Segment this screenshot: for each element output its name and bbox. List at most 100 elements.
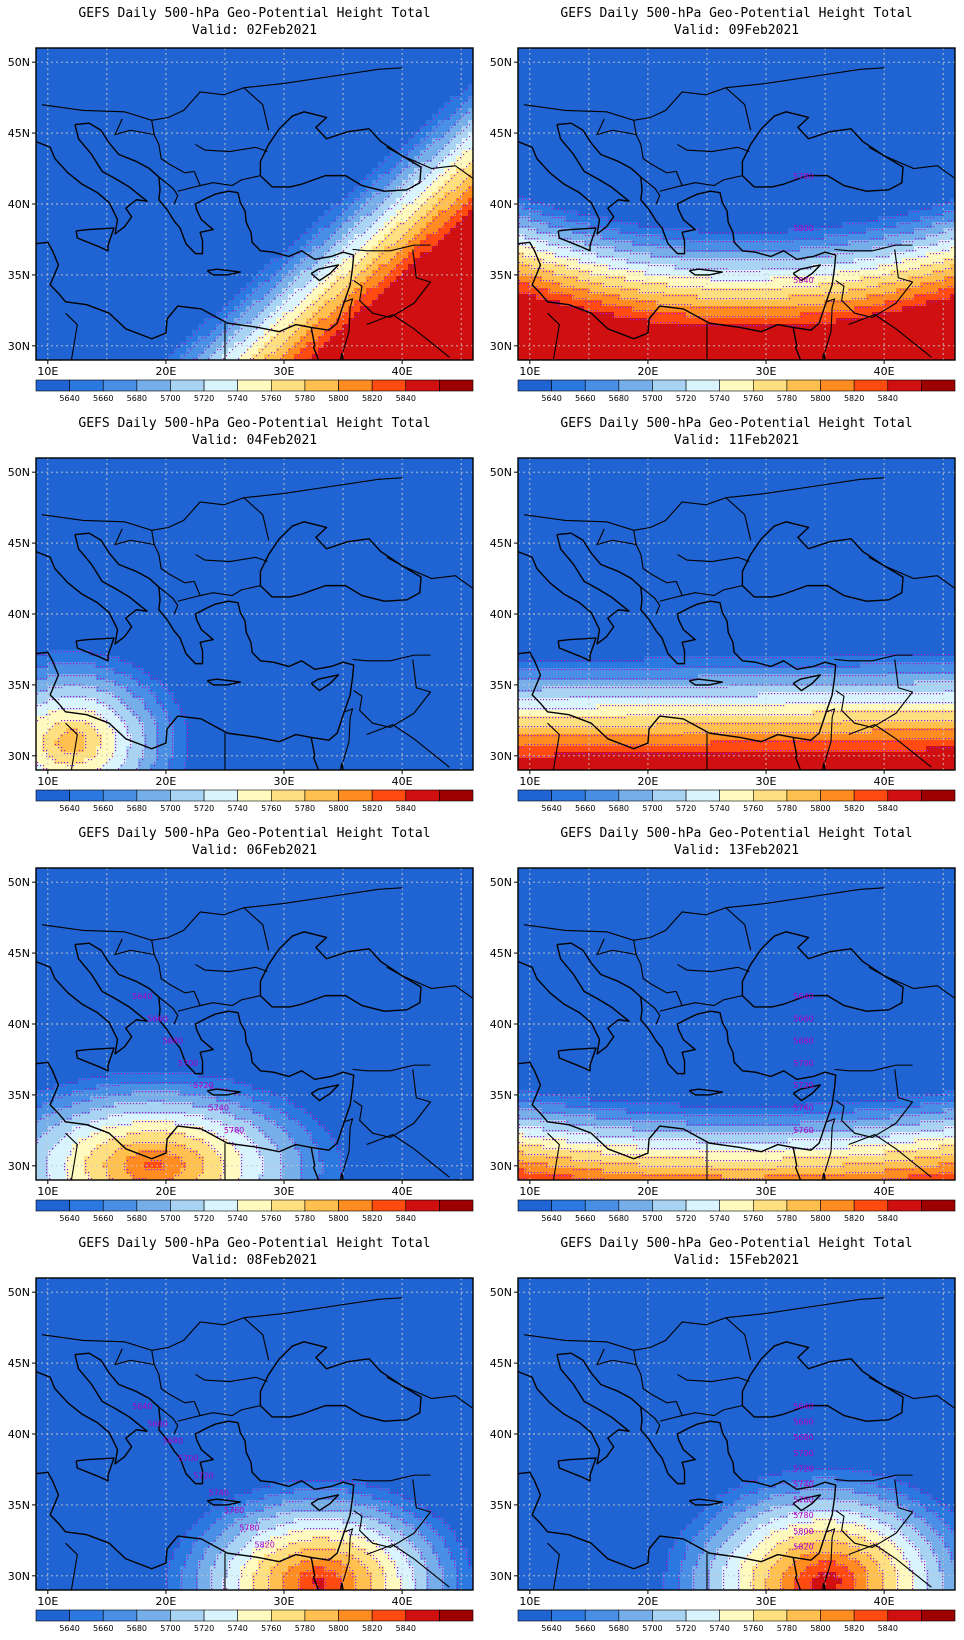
- height-field: [36, 48, 473, 360]
- colorbar-label: 5680: [127, 394, 147, 403]
- longitude-label: 30E: [274, 1185, 295, 1198]
- contour-label: 5760: [793, 1496, 813, 1505]
- colorbar-swatch: [35, 1199, 70, 1212]
- contour-label: 5780: [224, 1126, 244, 1135]
- colorbar-swatch: [551, 1609, 586, 1622]
- latitude-label: 35N: [8, 1089, 30, 1102]
- colorbar-swatch: [304, 379, 339, 392]
- colorbar-label: 5840: [396, 394, 416, 403]
- colorbar-swatch: [753, 1199, 788, 1212]
- colorbar-swatch: [685, 1609, 720, 1622]
- colorbar-label: 5740: [228, 1624, 248, 1633]
- colorbar-swatch: [304, 789, 339, 802]
- latitude-label: 40N: [490, 198, 512, 211]
- colorbar-label: 5780: [295, 394, 315, 403]
- colorbar-label: 5820: [844, 804, 864, 813]
- colorbar-swatch: [921, 789, 956, 802]
- longitude-label: 20E: [637, 775, 658, 788]
- colorbar-swatch: [584, 1199, 620, 1212]
- panel-valid-date: Valid: 11Feb2021: [674, 433, 799, 448]
- colorbar-label: 5720: [676, 804, 696, 813]
- country-borders: [41, 887, 473, 1180]
- colorbar-label: 5840: [396, 1624, 416, 1633]
- country-borders: [523, 477, 955, 770]
- longitude-label: 20E: [155, 365, 176, 378]
- colorbar-swatch: [719, 789, 754, 802]
- colorbar-swatch: [170, 1609, 205, 1622]
- latitude-label: 30N: [490, 750, 512, 763]
- height-field: 5780 5800 5840: [518, 48, 955, 360]
- colorbar-swatch: [753, 1609, 788, 1622]
- panel-valid-date: Valid: 15Feb2021: [674, 1253, 799, 1268]
- colorbar-label: 5660: [575, 1624, 595, 1633]
- colorbar-label: 5680: [609, 1624, 629, 1633]
- contour-label: 5740: [209, 1103, 229, 1112]
- colorbar-swatch: [820, 379, 855, 392]
- contour-label-group: 5640 5660 5680 5700 5720 5740 5760 5780 5800 5820: [793, 1402, 813, 1551]
- latitude-label: 45N: [8, 1357, 30, 1370]
- colorbar-swatch: [102, 379, 138, 392]
- colorbar-swatch: [69, 1199, 104, 1212]
- colorbar-swatch: [887, 1609, 922, 1622]
- contour-label: 5660: [147, 1419, 167, 1428]
- map-panel: GEFS Daily 500-hPa Geo-Potential Height …: [490, 6, 956, 403]
- latitude-label: 50N: [8, 876, 30, 889]
- longitude-label: 20E: [637, 365, 658, 378]
- coastlines: [518, 521, 904, 770]
- contour-label: 5720: [193, 1081, 213, 1090]
- colorbar-swatch: [371, 1609, 407, 1622]
- graticule: [518, 48, 955, 360]
- graticule: [36, 48, 473, 360]
- longitude-label: 40E: [874, 1185, 895, 1198]
- colorbar-label: 5760: [261, 1624, 281, 1633]
- colorbar-label: 5760: [261, 1214, 281, 1223]
- colorbar-swatch: [652, 379, 687, 392]
- colorbar-swatch: [685, 789, 720, 802]
- colorbar: 5640 5660 5680 5700 5720 5740 5760 5780 5800 5820…: [517, 1199, 956, 1223]
- contour-label: 5780: [793, 1511, 813, 1520]
- colorbar-swatch: [203, 1609, 238, 1622]
- colorbar-swatch: [517, 379, 552, 392]
- panel-valid-date: Valid: 02Feb2021: [192, 23, 317, 38]
- colorbar-swatch: [551, 789, 586, 802]
- colorbar-label: 5760: [261, 394, 281, 403]
- colorbar-swatch: [237, 789, 272, 802]
- latitude-label: 50N: [490, 876, 512, 889]
- contour-label: 5660: [793, 1014, 813, 1023]
- colorbar-swatch: [439, 1199, 474, 1212]
- colorbar-swatch: [35, 789, 70, 802]
- colorbar-swatch: [237, 1609, 272, 1622]
- colorbar-swatch: [652, 789, 687, 802]
- contour-label: 5840: [793, 276, 813, 285]
- colorbar-label: 5760: [743, 394, 763, 403]
- height-field: 5640 5660 5680 5700 5720 5740 5760: [518, 868, 955, 1180]
- colorbar-swatch: [102, 789, 138, 802]
- height-field: 5640 5660 5680 5700 5720 5740 5780: [36, 868, 473, 1180]
- contour-label: 5640: [793, 992, 813, 1001]
- colorbar-swatch: [786, 789, 821, 802]
- colorbar-label: 5820: [844, 1624, 864, 1633]
- panel-title: GEFS Daily 500-hPa Geo-Potential Height …: [560, 1236, 912, 1251]
- colorbar-swatch: [685, 379, 720, 392]
- colorbar-swatch: [170, 789, 205, 802]
- colorbar-label: 5780: [777, 804, 797, 813]
- colorbar-swatch: [338, 1199, 373, 1212]
- colorbar-label: 5840: [396, 804, 416, 813]
- contour-lines: [37, 1073, 342, 1180]
- longitude-label: 30E: [756, 1595, 777, 1608]
- contour-label-group: 5780 5800 5840: [793, 172, 813, 285]
- colorbar: 5640 5660 5680 5700 5720 5740 5760 5780 5800 5820…: [517, 1609, 956, 1633]
- contour-label: 5760: [793, 1126, 813, 1135]
- longitude-label: 20E: [155, 1595, 176, 1608]
- latitude-label: 45N: [8, 537, 30, 550]
- colorbar-swatch: [786, 1609, 821, 1622]
- longitude-label: 10E: [519, 775, 540, 788]
- panel-valid-date: Valid: 13Feb2021: [674, 843, 799, 858]
- contour-label-group: 5640 5660 5680 5700 5720 5740 5760: [793, 992, 813, 1135]
- latitude-label: 35N: [8, 1499, 30, 1512]
- colorbar-label: 5800: [328, 394, 348, 403]
- colorbar-swatch: [439, 789, 474, 802]
- colorbar-swatch: [820, 1199, 855, 1212]
- latitude-label: 45N: [490, 537, 512, 550]
- colorbar-label: 5700: [642, 804, 662, 813]
